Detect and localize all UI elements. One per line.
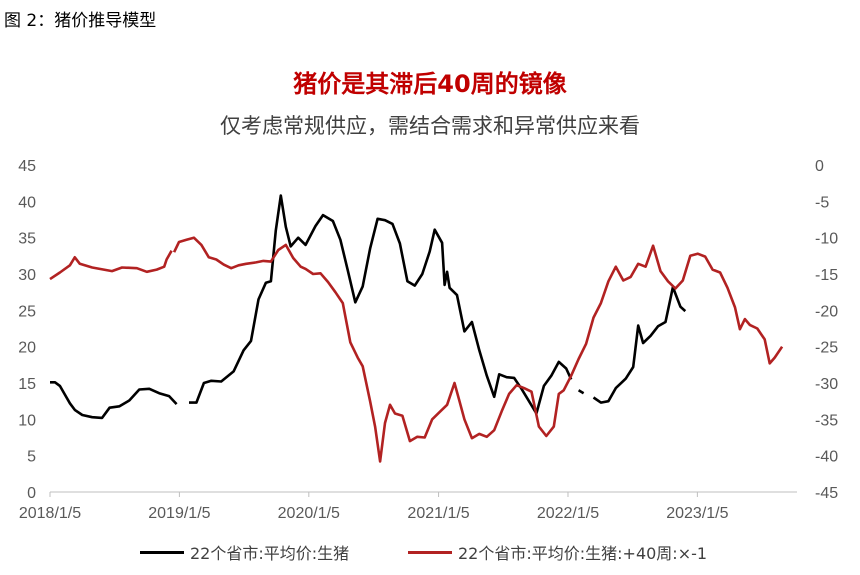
y-right-tick-label: -30 [815,376,838,393]
series-line-price [592,285,687,404]
y-right-tick-label: 0 [815,158,824,175]
y-right-tick-label: -20 [815,303,838,320]
series-line-lagged [172,236,784,463]
y-left-tick-label: 5 [27,449,36,466]
y-left-tick-label: 40 [18,194,36,211]
y-right-tick-label: -25 [815,340,838,357]
x-tick-label: 2018/1/5 [19,505,81,522]
series-line-price [50,381,178,420]
y-left-tick-label: 35 [18,231,36,248]
y-right-tick-label: -5 [815,194,829,211]
legend-swatch-lagged [408,550,452,554]
y-right-tick-label: -40 [815,449,838,466]
x-tick-label: 2023/1/5 [666,505,728,522]
legend-item-lagged: 22个省市:平均价:生猪:+40周:×-1 [408,540,707,564]
legend: 22个省市:平均价:生猪 22个省市:平均价:生猪:+40周:×-1 [0,540,860,566]
series-line-price [577,389,585,395]
legend-item-price: 22个省市:平均价:生猪 [140,540,349,564]
y-left-tick-label: 0 [27,485,36,502]
figure-caption: 图 2：猪价推导模型 [4,11,157,31]
legend-label-price: 22个省市:平均价:生猪 [190,544,350,563]
chart-subtitle: 仅考虑常规供应，需结合需求和异常供应来看 [220,114,640,138]
y-left-tick-label: 10 [18,412,36,429]
y-left-tick-label: 30 [18,267,36,284]
legend-swatch-price [140,550,184,554]
x-tick-label: 2019/1/5 [148,505,210,522]
y-left-tick-label: 15 [18,376,36,393]
y-right-tick-label: -15 [815,267,838,284]
y-right-tick-label: -35 [815,412,838,429]
x-tick-label: 2021/1/5 [407,505,469,522]
x-tick-label: 2022/1/5 [537,505,599,522]
y-right-tick-label: -45 [815,485,838,502]
y-left-tick-label: 25 [18,303,36,320]
legend-label-lagged: 22个省市:平均价:生猪:+40周:×-1 [458,544,708,563]
y-left-tick-label: 20 [18,340,36,357]
y-left-tick-label: 45 [18,158,36,175]
x-tick-label: 2020/1/5 [278,505,340,522]
series-line-lagged [49,250,173,281]
chart-title: 猪价是其滞后40周的镜像 [293,70,567,98]
y-right-tick-label: -10 [815,231,838,248]
series-line-price [189,194,573,415]
